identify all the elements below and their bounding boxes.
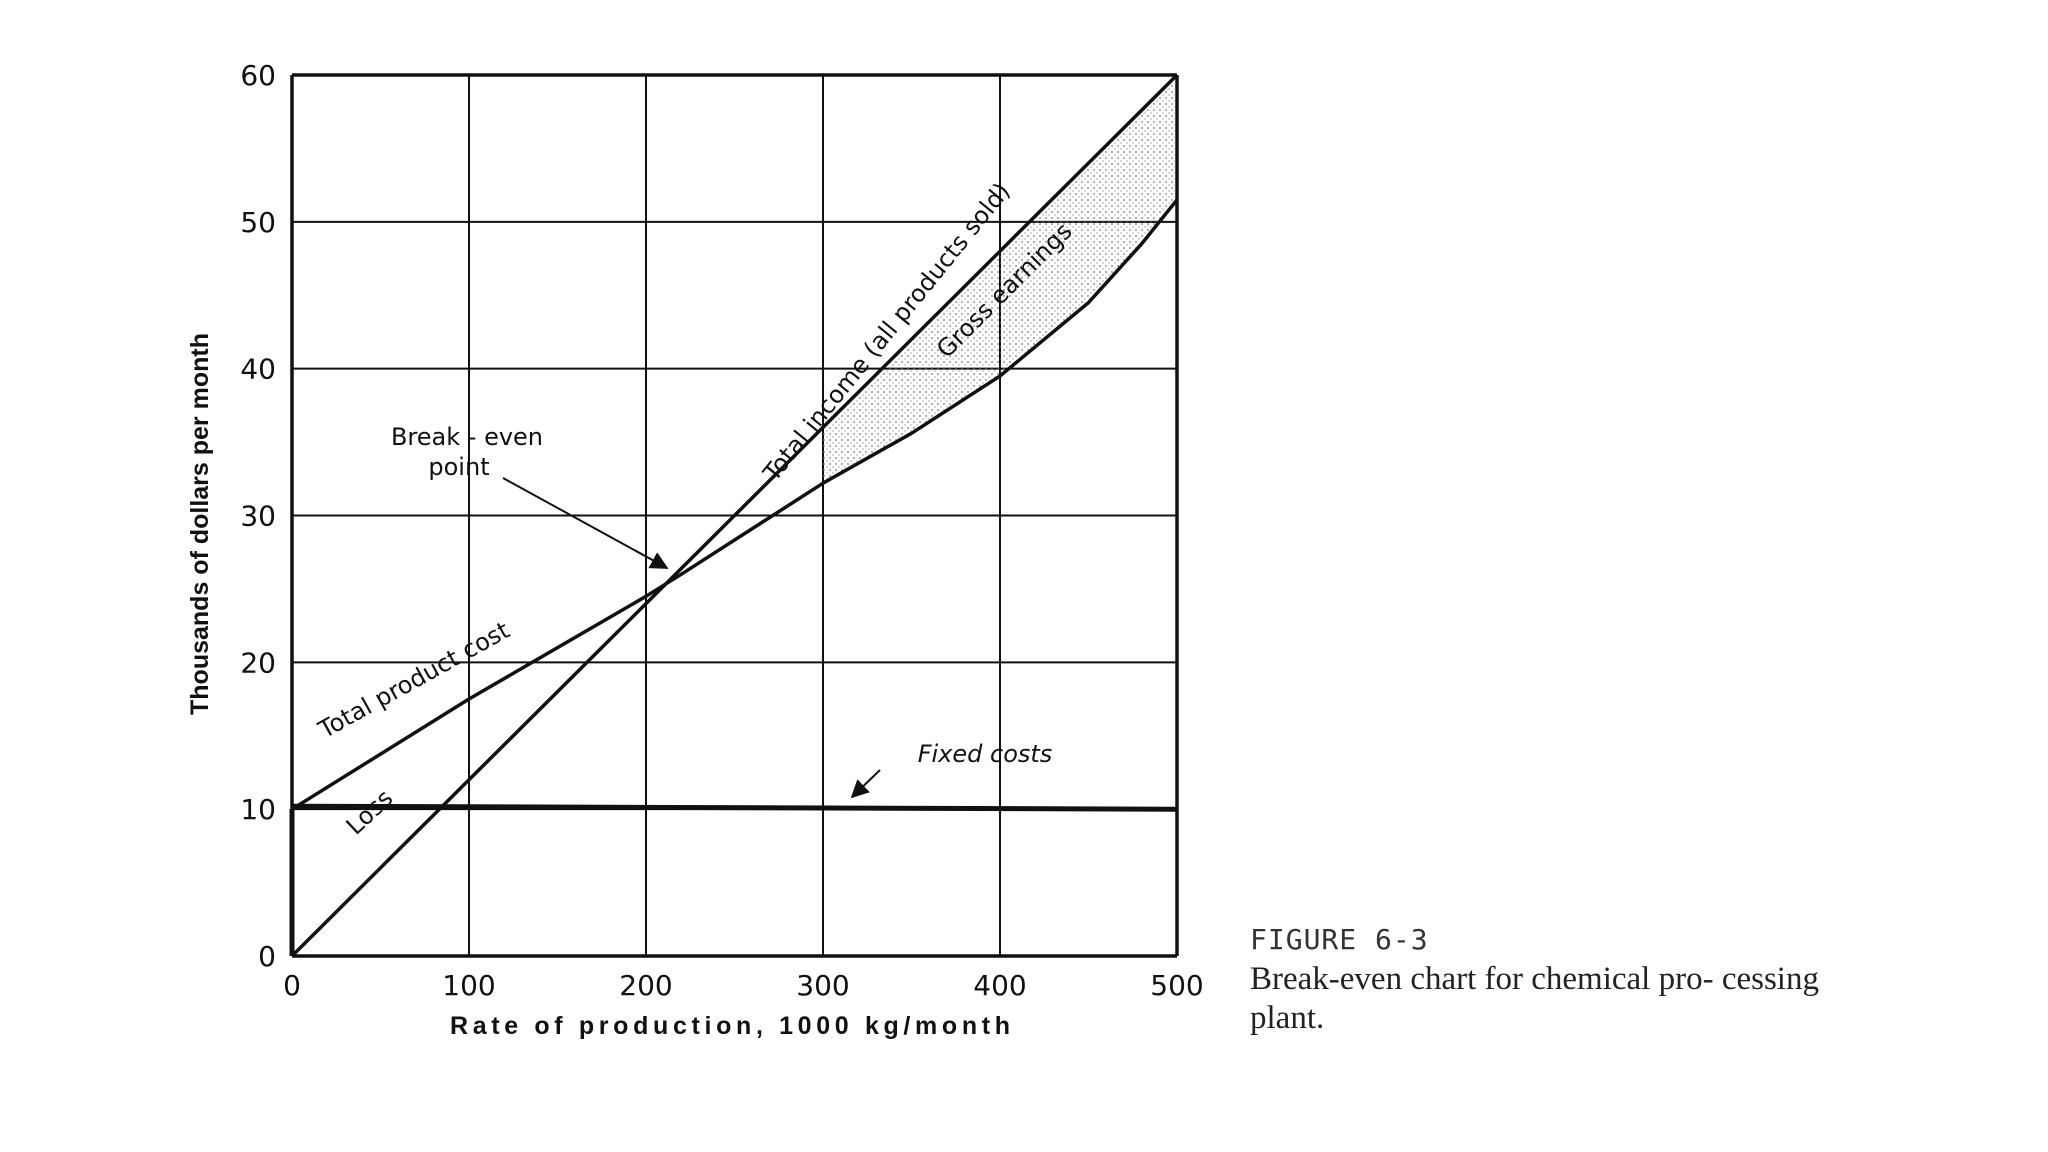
x-tick-label-100: 100 [442,969,495,1002]
total-product-cost-label: Total product cost [313,616,514,744]
loss-label: Loss [341,784,399,840]
break-even-label-line2: point [428,453,489,481]
fixed-costs-line [291,803,1178,812]
y-tick-label-0: 0 [258,940,276,973]
y-tick-label-10: 10 [240,793,276,826]
figure-caption-text: Break-even chart for chemical pro- cessi… [1250,961,1819,1036]
gross-earnings-shaded-region [823,75,1177,484]
y-tick-label-40: 40 [240,353,276,386]
x-tick-label-500: 500 [1150,969,1203,1002]
x-tick-label-300: 300 [796,969,849,1002]
y-tick-label-50: 50 [240,206,276,239]
x-tick-label-400: 400 [973,969,1026,1002]
y-tick-label-60: 60 [240,59,276,92]
break-even-arrow [502,477,669,569]
figure-number: FIGURE 6-3 [1250,923,1429,956]
figure-caption: FIGURE 6-3 Break-even chart for chemical… [1250,923,1870,1038]
total-income-line [290,73,1179,958]
total-product-cost-line [291,198,1179,811]
series-group [289,73,1179,958]
fixed-costs-arrow [850,769,881,799]
y-axis-title: Thousands of dollars per month [186,333,214,715]
x-axis-title: Rate of production, 1000 kg/month [450,1012,1010,1040]
grid [290,73,1179,958]
axis-ticks: 0 100 200 300 400 500 0 10 20 30 40 50 60 [240,59,1203,1002]
y-tick-label-30: 30 [240,500,276,533]
x-tick-label-200: 200 [619,969,672,1002]
break-even-label-line1: Break - even [391,423,543,451]
x-tick-label-0: 0 [283,969,301,1002]
y-tick-label-20: 20 [240,646,276,679]
fixed-costs-label: Fixed costs [918,740,1053,768]
